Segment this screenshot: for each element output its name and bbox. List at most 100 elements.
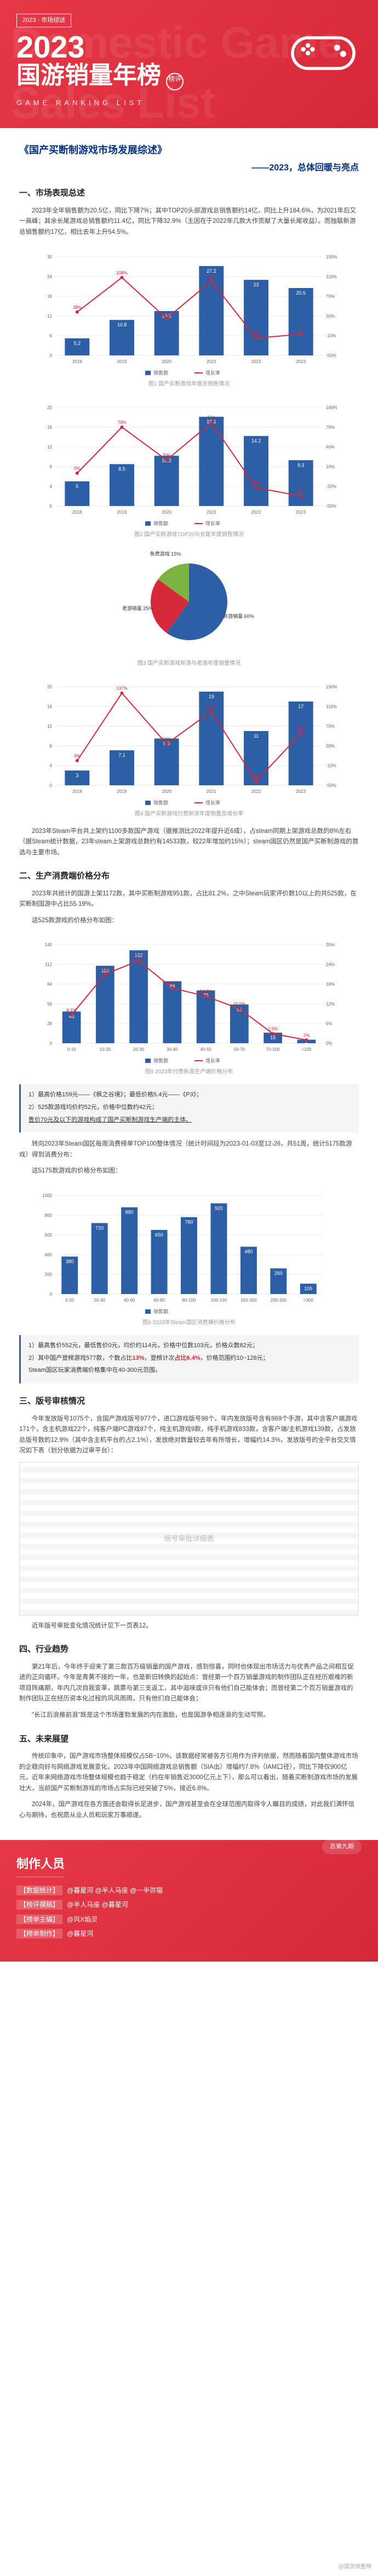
svg-text:17: 17 [298,704,303,709]
section-2-heading: 二、生产消费端价格分布 [19,869,359,883]
footer-credit-row: 【榜单主编】@风X焰灵 [16,1914,362,1925]
svg-text:4: 4 [50,763,53,768]
chart-6-title: 图6 2023年Steam国区消费端价格分布 [19,1318,359,1327]
chart-1-title: 图1 国产买断游戏年度总销售情况 [19,380,359,389]
notes-box-2: 1）最高售价552元，最低售价0元，均价约114元，价格中位数103元，价格众数… [19,1335,359,1383]
section-3-heading: 三、版号审核情况 [19,1394,359,1408]
svg-text:20-40: 20-40 [94,1298,105,1303]
svg-text:2020: 2020 [162,789,171,794]
svg-text:-10%: -10% [326,334,336,338]
svg-text:23: 23 [253,282,259,288]
svg-text:137%: 137% [116,686,127,691]
svg-text:70%: 70% [326,724,335,729]
svg-text:30%: 30% [326,744,335,749]
svg-text:7.1: 7.1 [118,752,125,758]
chart-4: 0-50%4-10%830%1270%16110%20150%320187.12… [19,676,359,819]
note2-3: Steam国区玩家消费端价格集中在40-300元范围。 [28,1365,351,1376]
svg-text:8: 8 [50,464,53,469]
svg-text:-20%: -20% [326,484,336,489]
approval-table [19,1462,359,1615]
svg-text:100%: 100% [206,704,217,709]
watermark: @国游销量榜 [339,2562,371,2572]
svg-text:110%: 110% [326,704,337,709]
svg-text:2020: 2020 [162,510,171,515]
svg-text:480: 480 [244,1249,253,1255]
svg-text:20: 20 [47,685,52,689]
svg-text:-50%: -50% [326,783,336,788]
note-2: 2）525款游戏均价约52元，价格中位数约42元； [28,1102,351,1113]
svg-text:70%: 70% [326,294,335,299]
svg-text:-35%: -35% [296,489,306,494]
footer-credit-row: 【榜单制作】@暮星河 [16,1928,362,1939]
svg-text:3: 3 [76,773,78,778]
svg-text:10.8: 10.8 [117,322,127,327]
svg-text:销售额: 销售额 [153,370,168,376]
footer-banner: 制作人员 总第九期 【数据统计】@暮星河 @半人马座 @一半弥猫【榜评撰稿】@半… [0,1840,378,1962]
svg-text:920: 920 [215,1205,223,1211]
svg-text:150-200: 150-200 [240,1298,257,1303]
svg-text:8.5: 8.5 [118,466,125,472]
svg-text:21%: 21% [101,967,110,972]
svg-text:70%: 70% [117,420,126,425]
svg-text:77%: 77% [207,415,216,420]
svg-text:12: 12 [47,724,52,729]
svg-text:2023: 2023 [296,510,306,515]
chart-5-title: 图5 2023年付费新游生产端价格分布 [19,1067,359,1077]
header-subtitle: GAME RANKING LIST [16,97,362,109]
svg-text:0%: 0% [326,1041,333,1046]
svg-text:55%: 55% [296,726,305,731]
chart-3: 新游销量 60%老游销量 25%免费游戏 15% 图3 国产买断游戏新游与老游年… [19,547,359,668]
svg-text:20.5: 20.5 [296,290,306,296]
chart-3-title: 图3 国产买断游戏新游与老游年度销量情况 [19,659,359,668]
svg-text:16: 16 [47,704,52,709]
footer-credit-row: 【榜评撰稿】@半人马座 @暮星河 [16,1899,362,1910]
header-banner: Domestic Game Sales List 2023 · 市场综述 202… [0,0,378,128]
svg-text:12%: 12% [326,1002,335,1007]
svg-text:380: 380 [66,1259,74,1264]
section-2-p1: 2023年共统计的国游上架1172款，其中买断制游戏951款，占比81.2%，之… [19,889,359,910]
svg-text:-50%: -50% [326,353,336,358]
svg-text:-10%: -10% [326,763,336,768]
chart-6: 020040060080010003800-2072020-4088040-60… [19,1185,359,1327]
section-5-heading: 五、未来展望 [19,1732,359,1746]
section-1b-p: 2023年Steam平台共上架约1100多款国产游戏（据推测比2022年提升近6… [19,826,359,859]
svg-text:12: 12 [47,314,52,319]
notes-box-1: 1）最高价格159元——《枫之谷境》；最低价格5.4元——《P3》； 2）525… [19,1084,359,1132]
doc-subtitle: ——2023，总体回暖与亮点 [19,160,359,175]
section-4-p1: 第21年后，今年终于迎来了第三款百万级销量的国产游戏，感到惊喜，同时也体现出市场… [19,1662,359,1705]
chart-2-title: 图2 国产买断游戏TOP20与长尾年度销售情况 [19,530,359,539]
svg-text:0: 0 [50,1041,53,1046]
svg-text:105: 105 [304,1286,312,1291]
svg-text:免费游戏 15%: 免费游戏 15% [150,550,181,556]
svg-text:2018: 2018 [72,510,82,515]
svg-text:25.1%: 25.1% [133,954,145,959]
chart-5: 00%286%5612%8418%11224%14030%450-1011010… [19,934,359,1077]
svg-text:30%: 30% [326,942,335,947]
svg-text:880: 880 [125,1210,134,1215]
svg-text:增长率: 增长率 [205,370,220,376]
header-title: 国游销量年榜 [16,62,161,89]
svg-text:2021: 2021 [207,359,216,364]
svg-text:2020: 2020 [162,359,171,364]
svg-text:40-50: 40-50 [200,1047,211,1052]
svg-text:销售额: 销售额 [153,1308,168,1314]
svg-text:增长率: 增长率 [205,800,220,806]
section-5-p1: 传统印象中，国产游戏市场整体规模仅占5B~10%，该数据经常被各方引用作为评判依… [19,1751,359,1794]
svg-text:20: 20 [47,405,52,410]
svg-text:600: 600 [45,1233,53,1238]
svg-text:101%: 101% [206,274,217,279]
svg-text:2018: 2018 [72,789,82,794]
svg-text:140: 140 [45,942,53,947]
svg-text:销售额: 销售额 [153,520,168,526]
svg-text:14.2: 14.2 [251,438,261,444]
svg-text:5: 5 [76,484,78,489]
svg-text:2021: 2021 [207,789,216,794]
issue-badge: 总第九期 [322,1839,362,1854]
svg-text:80-100: 80-100 [182,1298,196,1303]
svg-text:720: 720 [95,1225,104,1231]
svg-text:10-20: 10-20 [100,1047,111,1052]
section-3-p2: 近年版号审批变化情况统计见下一页表12。 [19,1621,359,1632]
svg-text:2019: 2019 [117,510,127,515]
svg-text:19: 19 [209,694,214,699]
note-4: 转向2023年Steam国区每周消费榜单TOP100整体情况（统计时间段为202… [19,1139,359,1160]
